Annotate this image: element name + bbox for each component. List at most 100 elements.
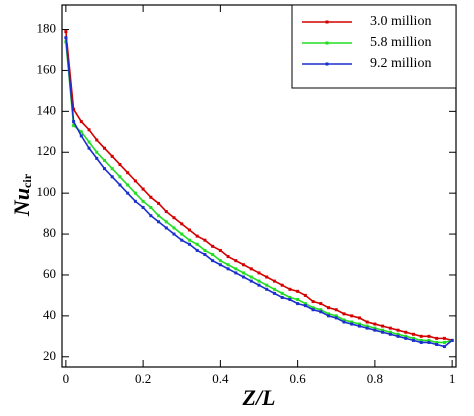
series-marker xyxy=(373,328,377,332)
x-tick-label: 0 xyxy=(63,371,70,386)
series-marker xyxy=(357,322,361,326)
series-marker xyxy=(280,283,284,287)
series-marker xyxy=(435,340,439,344)
y-tick-label: 80 xyxy=(43,225,56,240)
series-marker xyxy=(450,338,454,342)
legend-box xyxy=(291,4,457,89)
series-marker xyxy=(164,210,168,214)
series-marker xyxy=(311,306,315,310)
legend-label: 5.8 million xyxy=(370,35,431,50)
series-marker xyxy=(102,158,106,162)
series-marker xyxy=(327,314,331,318)
series-marker xyxy=(303,304,307,308)
y-tick-label: 20 xyxy=(43,348,56,363)
series-marker xyxy=(396,328,400,332)
series-marker xyxy=(404,334,408,338)
series-marker xyxy=(180,232,184,236)
y-label-sub: cir xyxy=(20,173,34,188)
series-marker xyxy=(218,259,222,263)
series-marker xyxy=(334,316,338,320)
series-marker xyxy=(172,226,176,230)
series-marker xyxy=(95,138,99,142)
series-marker xyxy=(365,320,369,324)
series-marker xyxy=(149,205,153,209)
series-marker xyxy=(288,295,292,299)
y-axis-label: Nucir xyxy=(9,173,34,217)
series-marker xyxy=(126,191,130,195)
series-marker xyxy=(280,291,284,295)
y-label-main: Nu xyxy=(9,188,34,217)
series-marker xyxy=(272,291,276,295)
series-marker xyxy=(427,338,431,342)
series-marker xyxy=(87,128,91,132)
series-marker xyxy=(419,340,423,344)
series-marker xyxy=(203,238,207,242)
series-marker xyxy=(435,343,439,347)
series-marker xyxy=(373,326,377,330)
series-marker xyxy=(311,308,315,312)
y-tick-label: 60 xyxy=(43,266,56,281)
series-marker xyxy=(272,279,276,283)
series-marker xyxy=(157,214,161,218)
series-marker xyxy=(64,30,68,34)
series-marker xyxy=(350,314,354,318)
series-marker xyxy=(342,320,346,324)
series-marker xyxy=(133,191,137,195)
series-marker xyxy=(296,302,300,306)
series-marker xyxy=(357,316,361,320)
series-marker xyxy=(72,107,76,111)
series-marker xyxy=(102,146,106,150)
series-marker xyxy=(218,263,222,267)
series-marker xyxy=(373,322,377,326)
series-marker xyxy=(265,283,269,287)
legend-marker xyxy=(325,20,329,24)
x-tick-label: 0.6 xyxy=(290,371,307,386)
series-marker xyxy=(272,287,276,291)
series-marker xyxy=(118,183,122,187)
series-marker xyxy=(427,340,431,344)
series-marker xyxy=(79,134,83,138)
series-marker xyxy=(350,322,354,326)
series-marker xyxy=(211,253,215,257)
x-tick-label: 0.2 xyxy=(135,371,151,386)
series-marker xyxy=(187,242,191,246)
series-marker xyxy=(234,259,238,263)
series-marker xyxy=(303,293,307,297)
series-marker xyxy=(342,312,346,316)
legend-marker xyxy=(325,41,329,45)
series-marker xyxy=(211,259,215,263)
series-marker xyxy=(412,338,416,342)
series-marker xyxy=(381,324,385,328)
series-marker xyxy=(226,263,230,267)
series-marker xyxy=(79,130,83,134)
x-axis-label: Z/L xyxy=(242,385,276,410)
series-marker xyxy=(257,271,261,275)
series-marker xyxy=(442,336,446,340)
series-marker xyxy=(388,332,392,336)
series-marker xyxy=(288,287,292,291)
series-marker xyxy=(157,201,161,205)
series-marker xyxy=(118,163,122,167)
legend-label: 9.2 million xyxy=(370,56,431,71)
series-marker xyxy=(303,302,307,306)
series-marker xyxy=(226,267,230,271)
series-marker xyxy=(357,324,361,328)
series-marker xyxy=(396,334,400,338)
series-marker xyxy=(141,205,145,209)
series-marker xyxy=(110,167,114,171)
series-marker xyxy=(141,199,145,203)
series-marker xyxy=(180,222,184,226)
series-marker xyxy=(242,275,246,279)
series-marker xyxy=(95,150,99,154)
series-marker xyxy=(157,220,161,224)
series-marker xyxy=(218,248,222,252)
series-marker xyxy=(133,199,137,203)
y-tick-label: 180 xyxy=(37,21,57,36)
series-marker xyxy=(404,330,408,334)
series-marker xyxy=(226,255,230,259)
series-marker xyxy=(164,220,168,224)
y-tick-label: 160 xyxy=(37,61,57,76)
series-marker xyxy=(242,263,246,267)
series-marker xyxy=(419,338,423,342)
